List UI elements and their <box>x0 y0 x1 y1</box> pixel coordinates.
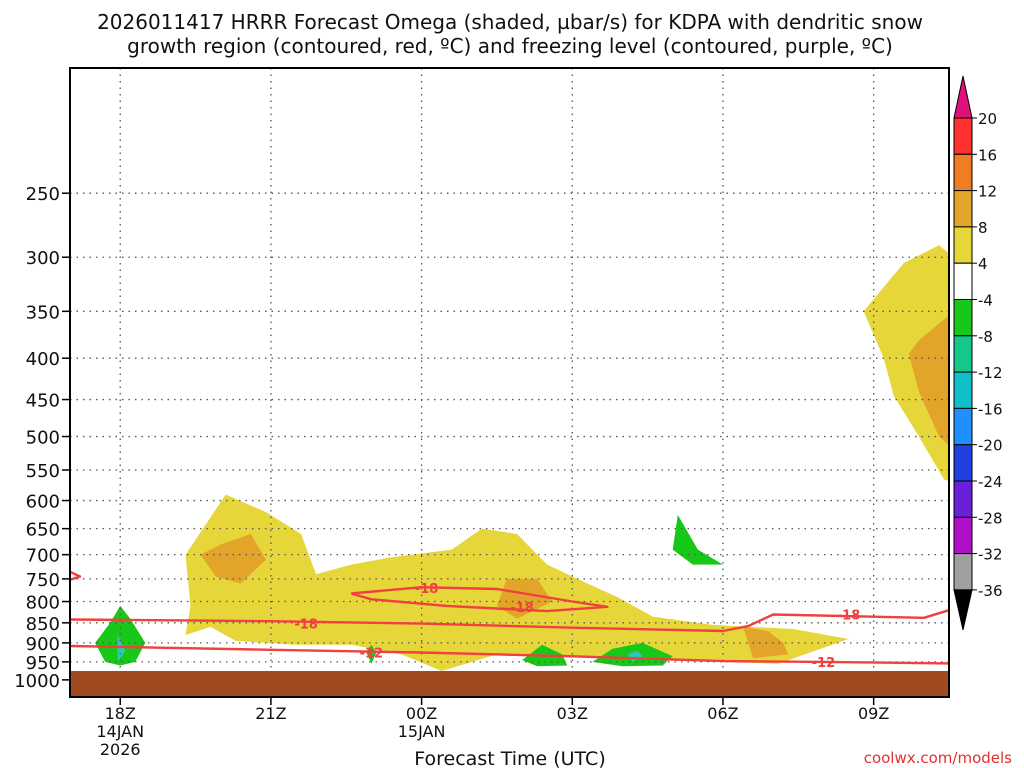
colorbar-swatch-10 <box>953 480 973 518</box>
y-tick-label-500: 500 <box>26 428 60 449</box>
y-tick-label-950: 950 <box>26 653 60 674</box>
below-ground-terrain <box>70 671 949 697</box>
pressure-time-grid <box>70 68 949 697</box>
colorbar-label-7: -12 <box>978 364 1003 382</box>
y-tick-label-900: 900 <box>26 634 60 655</box>
plot-frame <box>69 67 950 698</box>
contour-label-3: -12 <box>812 656 836 671</box>
y-tick-label-850: 850 <box>26 614 60 635</box>
omega-region-7 <box>366 644 377 664</box>
omega-region-5 <box>908 315 949 446</box>
contour-label-5: -18 <box>510 601 534 616</box>
pressure-axis: 2503003504004505005506006507007508008509… <box>14 184 70 692</box>
colorbar-swatch-7 <box>953 371 973 409</box>
contour-label-2: -12 <box>360 647 384 662</box>
colorbar-swatch-0 <box>953 117 973 155</box>
colorbar-swatch-8 <box>953 407 973 446</box>
y-tick-label-450: 450 <box>26 391 60 412</box>
x-tick-label-06Z-0: 06Z <box>707 704 738 723</box>
omega-region-10 <box>672 514 723 565</box>
x-tick-label-18Z-1: 14JAN <box>96 722 144 741</box>
dgz-contour-2 <box>70 644 949 665</box>
colorbar-swatch-11 <box>953 516 973 555</box>
colorbar-label-8: -16 <box>978 400 1003 418</box>
colorbar-label-6: -8 <box>978 328 993 346</box>
y-tick-label-250: 250 <box>26 184 60 205</box>
chart-title-line-1: 2026011417 HRRR Forecast Omega (shaded, … <box>97 10 923 34</box>
colorbar-swatch-4 <box>953 262 973 301</box>
x-tick-label-09Z-0: 09Z <box>858 704 889 723</box>
colorbar-label-10: -24 <box>978 473 1003 491</box>
y-tick-label-300: 300 <box>26 248 60 269</box>
y-tick-label-650: 650 <box>26 520 60 541</box>
colorbar-label-1: 16 <box>978 146 997 164</box>
colorbar-label-5: -4 <box>978 292 993 310</box>
omega-region-11 <box>117 635 126 662</box>
x-tick-label-00Z-0: 00Z <box>406 704 437 723</box>
y-tick-label-600: 600 <box>26 492 60 513</box>
contour-label-4: -18 <box>415 582 439 597</box>
colorbar-swatch-2 <box>953 190 973 228</box>
colorbar-label-13: -36 <box>978 582 1003 600</box>
colorbar-label-0: 20 <box>978 110 997 128</box>
colorbar-swatch-12 <box>953 553 973 591</box>
colorbar-label-12: -32 <box>978 546 1003 564</box>
dgz-contour-6 <box>70 570 82 581</box>
colorbar-label-2: 12 <box>978 183 997 201</box>
x-tick-label-21Z-0: 21Z <box>255 704 286 723</box>
colorbar-swatch-9 <box>953 444 973 482</box>
colorbar-label-3: 8 <box>978 219 988 237</box>
omega-region-6 <box>95 605 146 666</box>
colorbar-swatch-3 <box>953 226 973 264</box>
contour-label-1: -18 <box>837 608 861 623</box>
x-tick-label-00Z-1: 15JAN <box>398 722 446 741</box>
omega-region-2 <box>200 534 266 584</box>
colorbar-label-11: -28 <box>978 509 1003 527</box>
x-tick-label-18Z-0: 18Z <box>105 704 136 723</box>
dgz-contour-layer: -18 -18 -12 -12 -18 -18 <box>70 570 949 671</box>
x-axis-label: Forecast Time (UTC) <box>414 748 605 768</box>
y-tick-label-550: 550 <box>26 461 60 482</box>
colorbar-swatch-1 <box>953 153 973 192</box>
colorbar-swatch-6 <box>953 335 973 373</box>
omega-colorbar: 20 16 12 8 4 -4 -8 -12 -16 -20 -24 -28 -32 -36 <box>953 75 1003 631</box>
omega-region-1 <box>863 245 949 482</box>
y-tick-label-700: 700 <box>26 546 60 567</box>
y-tick-label-800: 800 <box>26 593 60 614</box>
dgz-contour-4 <box>350 586 609 613</box>
colorbar-label-9: -20 <box>978 437 1003 455</box>
y-tick-label-350: 350 <box>26 302 60 323</box>
contour-label-0: -18 <box>294 618 318 633</box>
y-tick-label-750: 750 <box>26 570 60 591</box>
dgz-contour-0 <box>70 608 949 633</box>
colorbar-under-triangle <box>953 589 973 631</box>
x-tick-label-18Z-2: 2026 <box>100 740 141 759</box>
chart-title-line-2: growth region (contoured, red, ºC) and f… <box>127 34 893 58</box>
colorbar-over-triangle <box>953 75 973 119</box>
credit-text: coolwx.com/models <box>864 749 1012 767</box>
colorbar-swatch-5 <box>953 299 973 337</box>
y-tick-label-1000: 1000 <box>14 671 60 692</box>
x-tick-label-03Z-0: 03Z <box>557 704 588 723</box>
colorbar-label-4: 4 <box>978 255 988 273</box>
y-tick-label-400: 400 <box>26 349 60 370</box>
